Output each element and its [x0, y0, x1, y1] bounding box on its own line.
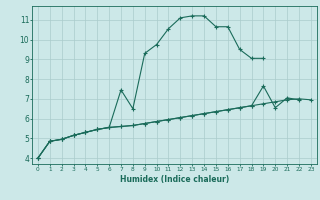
X-axis label: Humidex (Indice chaleur): Humidex (Indice chaleur)	[120, 175, 229, 184]
